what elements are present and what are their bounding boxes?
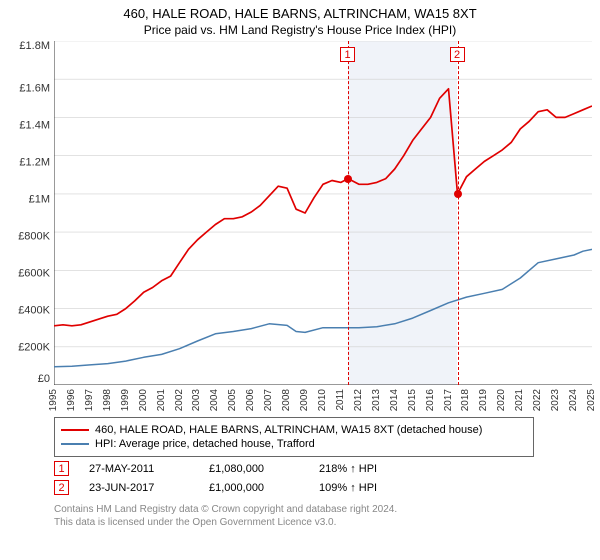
- legend-label: 460, HALE ROAD, HALE BARNS, ALTRINCHAM, …: [95, 424, 482, 436]
- x-tick-label: 2000: [139, 389, 149, 411]
- sale-row-marker: 2: [54, 480, 69, 495]
- y-tick-label: £600K: [8, 269, 50, 280]
- sales-table: 1 27-MAY-2011 £1,080,000 218% ↑ HPI 2 23-JUN-…: [54, 461, 592, 495]
- sale-price: £1,080,000: [209, 463, 299, 475]
- x-tick-label: 2010: [318, 389, 328, 411]
- x-tick-label: 2025: [587, 389, 597, 411]
- x-tick-label: 2007: [264, 389, 274, 411]
- x-tick-label: 1999: [121, 389, 131, 411]
- x-tick-label: 2023: [551, 389, 561, 411]
- chart-area: £1.8M £1.6M £1.4M £1.2M £1M £800K £600K £400K £2…: [8, 41, 592, 411]
- x-tick-label: 2019: [479, 389, 489, 411]
- sale-marker-line: [348, 41, 349, 385]
- x-tick-label: 2001: [157, 389, 167, 411]
- sale-dot: [344, 175, 352, 183]
- x-tick-label: 1995: [49, 389, 59, 411]
- x-axis: 1995199619971998199920002001200220032004…: [54, 385, 592, 411]
- x-tick-label: 2017: [444, 389, 454, 411]
- y-tick-label: £200K: [8, 343, 50, 354]
- sale-marker-line: [458, 41, 459, 385]
- legend-label: HPI: Average price, detached house, Traf…: [95, 438, 315, 450]
- sale-delta: 218% ↑ HPI: [319, 463, 399, 475]
- y-tick-label: £400K: [8, 306, 50, 317]
- x-tick-label: 2003: [192, 389, 202, 411]
- x-tick-label: 2009: [300, 389, 310, 411]
- x-tick-label: 2006: [246, 389, 256, 411]
- x-tick-label: 2014: [390, 389, 400, 411]
- x-tick-label: 2015: [408, 389, 418, 411]
- x-tick-label: 2012: [354, 389, 364, 411]
- legend-swatch: [61, 429, 89, 431]
- x-tick-label: 2024: [569, 389, 579, 411]
- x-tick-label: 2004: [210, 389, 220, 411]
- sale-date: 27-MAY-2011: [89, 463, 189, 475]
- legend-item: HPI: Average price, detached house, Traf…: [61, 438, 527, 450]
- footer-line-1: Contains HM Land Registry data © Crown c…: [54, 503, 592, 516]
- x-tick-label: 1998: [103, 389, 113, 411]
- y-axis: £1.8M £1.6M £1.4M £1.2M £1M £800K £600K £400K £2…: [8, 41, 54, 385]
- x-tick-label: 2020: [497, 389, 507, 411]
- plot-region: 12: [54, 41, 592, 385]
- x-tick-label: 2002: [175, 389, 185, 411]
- footer-text: Contains HM Land Registry data © Crown c…: [54, 503, 592, 529]
- x-tick-label: 2018: [461, 389, 471, 411]
- y-tick-label: £1.2M: [8, 158, 50, 169]
- chart-title: 460, HALE ROAD, HALE BARNS, ALTRINCHAM, …: [8, 6, 592, 21]
- x-tick-label: 2016: [426, 389, 436, 411]
- legend-box: 460, HALE ROAD, HALE BARNS, ALTRINCHAM, …: [54, 417, 534, 457]
- chart-svg: [54, 41, 592, 385]
- sale-row: 1 27-MAY-2011 £1,080,000 218% ↑ HPI: [54, 461, 592, 476]
- y-tick-label: £1.8M: [8, 41, 50, 52]
- x-tick-label: 2022: [533, 389, 543, 411]
- sale-row: 2 23-JUN-2017 £1,000,000 109% ↑ HPI: [54, 480, 592, 495]
- x-tick-label: 2008: [282, 389, 292, 411]
- x-tick-label: 1997: [85, 389, 95, 411]
- x-tick-label: 2011: [336, 389, 346, 411]
- x-tick-label: 2021: [515, 389, 525, 411]
- x-tick-label: 1996: [67, 389, 77, 411]
- y-tick-label: £800K: [8, 232, 50, 243]
- legend-swatch: [61, 443, 89, 445]
- y-tick-label: £1.4M: [8, 121, 50, 132]
- y-tick-label: £0: [8, 374, 50, 385]
- y-tick-label: £1M: [8, 195, 50, 206]
- legend-item: 460, HALE ROAD, HALE BARNS, ALTRINCHAM, …: [61, 424, 527, 436]
- sale-marker-badge: 1: [340, 47, 355, 62]
- sale-date: 23-JUN-2017: [89, 482, 189, 494]
- chart-subtitle: Price paid vs. HM Land Registry's House …: [8, 23, 592, 37]
- sale-dot: [454, 190, 462, 198]
- sale-marker-badge: 2: [450, 47, 465, 62]
- x-tick-label: 2005: [228, 389, 238, 411]
- footer-line-2: This data is licensed under the Open Gov…: [54, 516, 592, 529]
- y-tick-label: £1.6M: [8, 84, 50, 95]
- x-tick-label: 2013: [372, 389, 382, 411]
- sale-delta: 109% ↑ HPI: [319, 482, 399, 494]
- sale-row-marker: 1: [54, 461, 69, 476]
- sale-price: £1,000,000: [209, 482, 299, 494]
